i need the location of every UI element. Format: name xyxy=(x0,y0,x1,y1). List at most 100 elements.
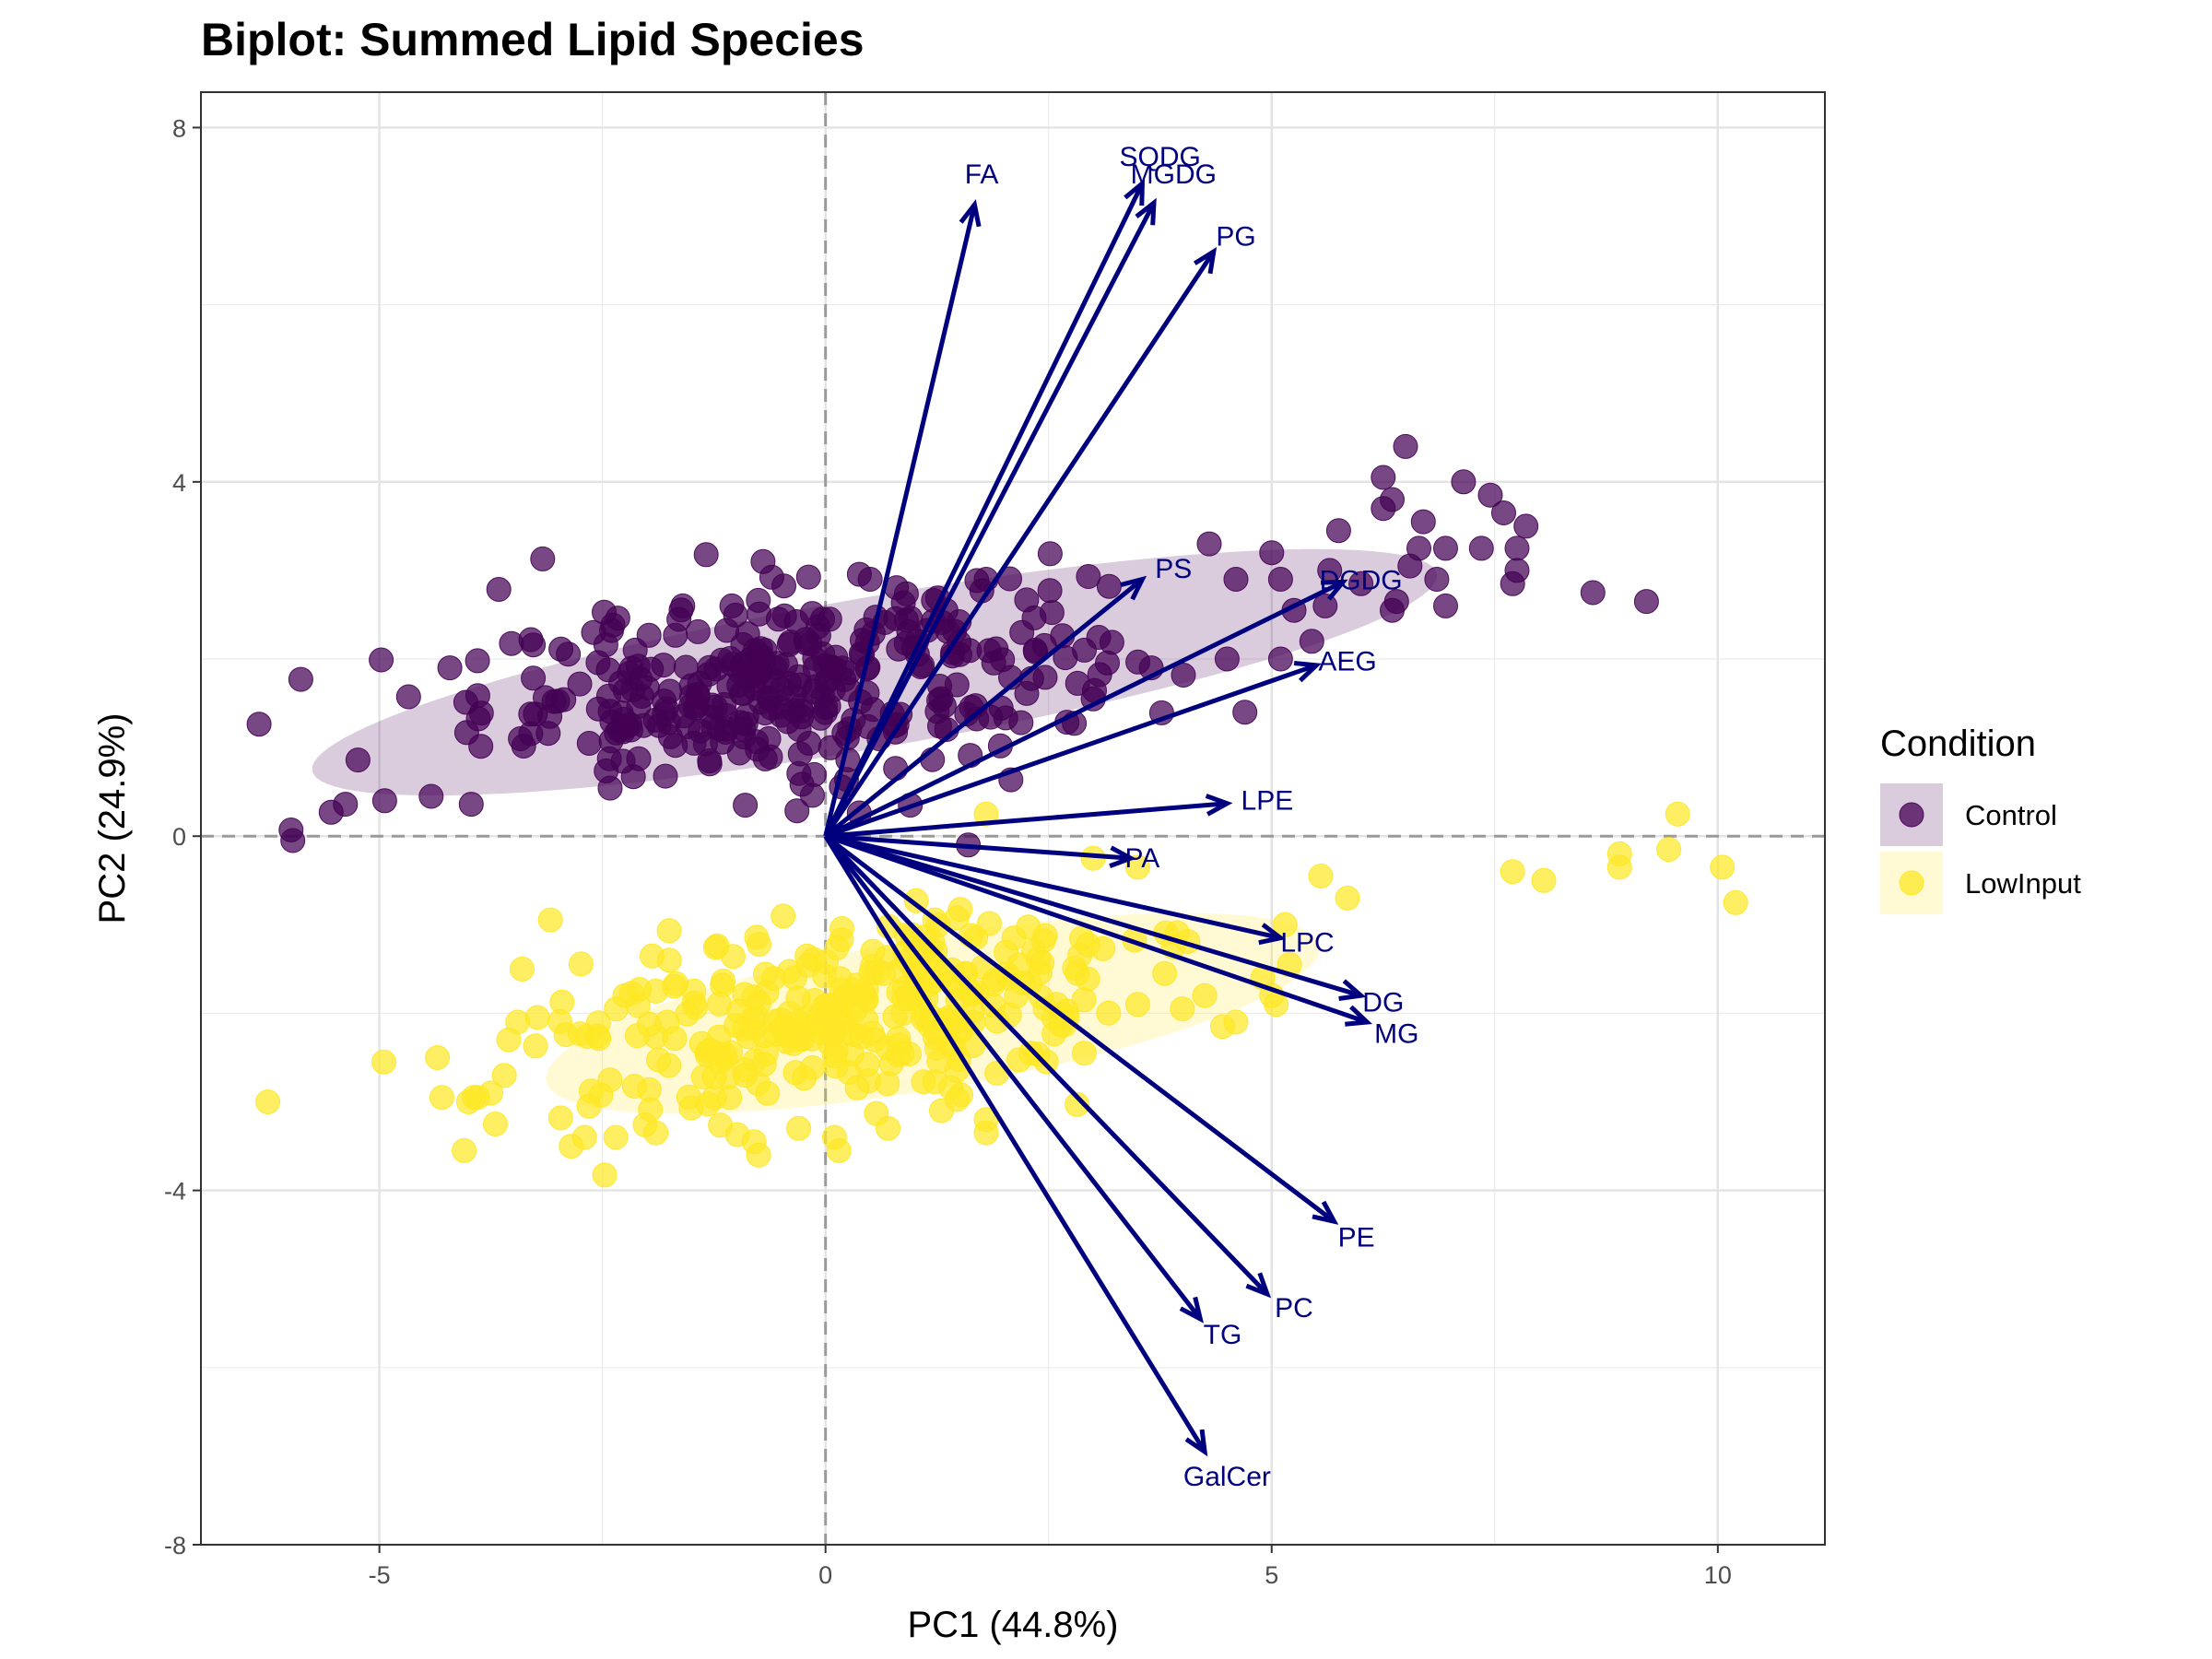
point-control xyxy=(1380,487,1405,512)
point-control xyxy=(535,721,561,747)
point-control xyxy=(784,798,810,824)
y-tick-label: -4 xyxy=(164,1178,186,1206)
point-lowinput xyxy=(826,1137,852,1163)
point-control xyxy=(437,655,463,681)
loading-arrowhead-galcer xyxy=(1184,1429,1208,1457)
point-control xyxy=(795,564,821,590)
legend-label-control: Control xyxy=(1965,799,2057,831)
point-control xyxy=(663,733,688,759)
loading-label-mgdg: MGDG xyxy=(1131,159,1217,190)
reference-lines xyxy=(201,92,1825,1545)
point-control xyxy=(1009,619,1035,645)
point-control xyxy=(1099,629,1124,655)
point-control xyxy=(685,683,711,709)
point-lowinput xyxy=(1006,952,1032,978)
loading-label-tg: TG xyxy=(1204,1320,1242,1350)
point-lowinput xyxy=(921,969,946,994)
point-control xyxy=(1196,531,1222,557)
point-lowinput xyxy=(973,1120,999,1146)
point-control xyxy=(857,567,883,592)
loading-arrow-pc xyxy=(823,834,1267,1294)
score-points xyxy=(246,433,1748,1188)
point-control xyxy=(1504,558,1530,583)
point-control xyxy=(723,602,748,628)
point-control xyxy=(1433,535,1458,561)
legend-item-lowinput: LowInput xyxy=(1880,852,2081,914)
loading-arrow-dg xyxy=(824,833,1361,995)
loading-label-lpe: LPE xyxy=(1241,786,1294,817)
loading-arrow-aeg xyxy=(824,665,1317,839)
point-control xyxy=(1424,567,1450,592)
point-control xyxy=(1299,629,1324,654)
point-control xyxy=(816,693,841,719)
x-tick-label: 5 xyxy=(1265,1561,1278,1589)
point-control xyxy=(635,676,660,700)
point-control xyxy=(1451,469,1477,495)
point-lowinput xyxy=(1069,925,1095,951)
point-control xyxy=(787,741,813,767)
point-control xyxy=(625,653,651,679)
point-control xyxy=(1232,700,1258,725)
point-lowinput xyxy=(1723,889,1748,915)
loading-label-ps: PS xyxy=(1155,554,1192,584)
loading-arrowhead-pc xyxy=(1245,1272,1272,1299)
y-axis: -8 -4 0 4 8 xyxy=(164,114,201,1559)
point-lowinput xyxy=(771,1015,796,1041)
y-tick-label: 4 xyxy=(172,469,186,497)
point-lowinput xyxy=(452,1137,477,1163)
point-control xyxy=(697,748,723,773)
point-lowinput xyxy=(711,968,736,994)
point-lowinput xyxy=(505,1009,531,1035)
loading-arrow-pe xyxy=(824,834,1335,1224)
point-lowinput xyxy=(1072,1041,1097,1066)
point-lowinput xyxy=(1041,1021,1067,1047)
loading-label-fa: FA xyxy=(965,159,999,190)
point-lowinput xyxy=(612,982,638,1008)
point-lowinput xyxy=(1500,859,1525,885)
point-control xyxy=(468,734,494,759)
y-tick-label: 0 xyxy=(172,823,186,851)
point-lowinput xyxy=(1030,949,1055,975)
point-control xyxy=(717,646,743,671)
point-lowinput xyxy=(1065,1091,1090,1117)
loading-arrowhead-fa xyxy=(959,199,982,228)
point-lowinput xyxy=(255,1089,281,1114)
point-lowinput xyxy=(1016,914,1041,940)
point-control xyxy=(453,689,478,715)
point-lowinput xyxy=(483,1112,508,1136)
y-axis-title: PC2 (24.9%) xyxy=(92,713,133,924)
point-control xyxy=(518,627,544,653)
point-lowinput xyxy=(886,1026,912,1051)
point-lowinput xyxy=(371,1049,396,1075)
point-lowinput xyxy=(840,994,865,1019)
loading-arrowhead-aeg xyxy=(1293,661,1322,683)
loading-arrow-sqdg xyxy=(823,183,1145,838)
point-control xyxy=(581,619,606,645)
point-control xyxy=(1312,593,1338,618)
loading-arrow-lpe xyxy=(825,804,1228,839)
loading-arrowhead-pa xyxy=(1109,845,1136,868)
point-lowinput xyxy=(547,1009,572,1034)
point-control xyxy=(567,671,593,697)
loading-label-galcer: GalCer xyxy=(1183,1462,1271,1492)
loading-arrowhead-pg xyxy=(1193,246,1218,275)
point-control xyxy=(1214,646,1240,672)
point-control xyxy=(1406,535,1431,561)
x-tick-label: 10 xyxy=(1704,1561,1732,1589)
loading-arrow-ps xyxy=(824,577,1143,839)
loading-arrowhead-dgdg xyxy=(1321,579,1348,601)
point-lowinput xyxy=(844,1075,870,1100)
point-lowinput xyxy=(636,1011,662,1037)
point-lowinput xyxy=(1710,854,1735,880)
point-lowinput xyxy=(537,907,563,933)
point-lowinput xyxy=(755,1080,781,1106)
point-control xyxy=(976,638,1002,664)
point-control xyxy=(771,573,796,599)
point-lowinput xyxy=(929,1098,954,1124)
point-lowinput xyxy=(571,1124,597,1150)
legend-label-lowinput: LowInput xyxy=(1965,867,2081,900)
loading-arrow-lpc xyxy=(825,833,1281,937)
point-lowinput xyxy=(740,1006,766,1031)
point-control xyxy=(458,792,484,818)
